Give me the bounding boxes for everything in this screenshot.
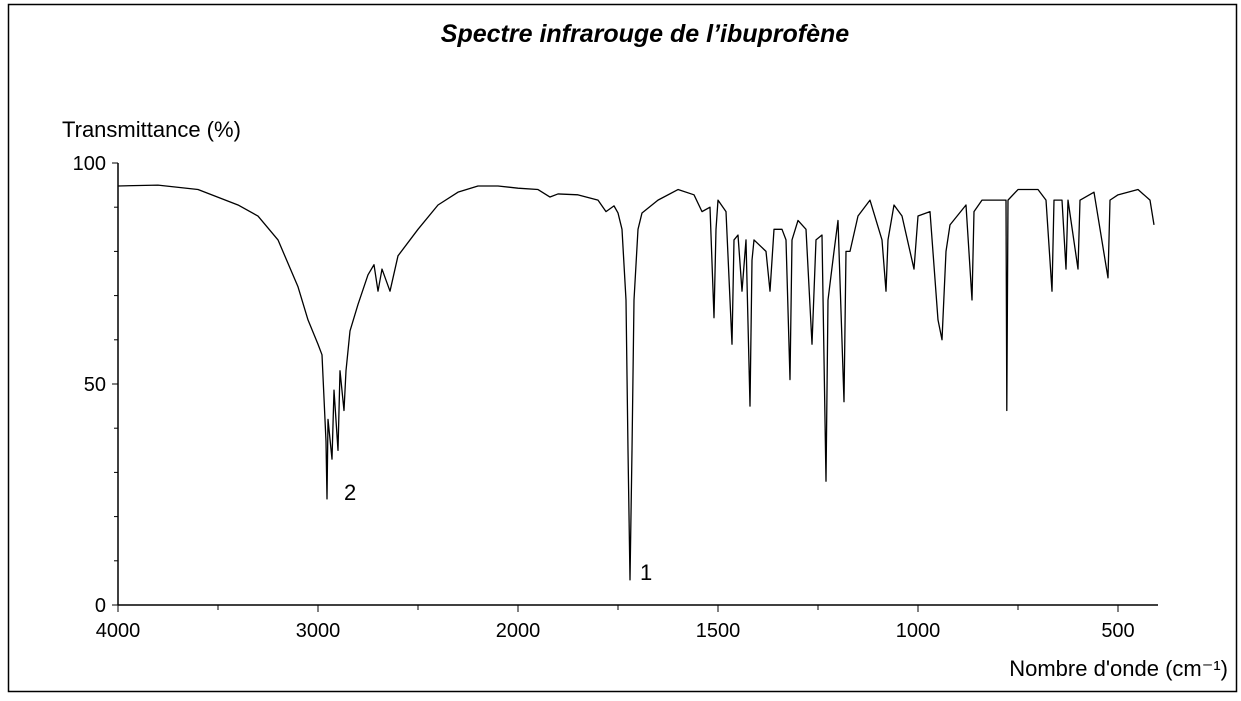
- chart-title: Spectre infrarouge de l’ibuprofène: [441, 20, 849, 48]
- x-tick-label: 4000: [96, 620, 141, 642]
- x-tick-label: 500: [1101, 620, 1134, 642]
- x-tick-label: 1000: [896, 620, 941, 642]
- y-tick-label: 50: [84, 374, 106, 396]
- x-tick-label: 3000: [296, 620, 341, 642]
- annotation: 1: [640, 560, 652, 585]
- y-axis-label: Transmittance (%): [62, 117, 241, 142]
- frame: [7, 3, 1238, 693]
- x-axis-label: Nombre d'onde (cm⁻¹): [1009, 656, 1228, 681]
- annotation: 2: [344, 480, 356, 505]
- x-tick-label: 2000: [496, 620, 541, 642]
- y-tick-label: 100: [73, 153, 106, 175]
- spectrum-line: [117, 184, 1155, 581]
- y-tick-label: 0: [95, 595, 106, 617]
- x-tick-label: 1500: [696, 620, 741, 642]
